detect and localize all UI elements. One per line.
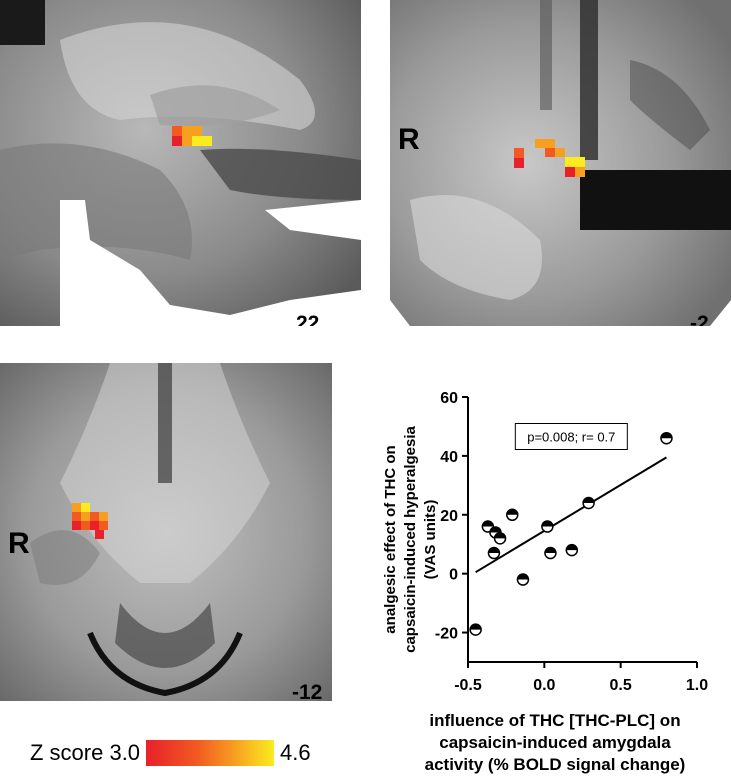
y-axis-label-line: (VAS units) <box>422 500 439 580</box>
y-tick-label: -20 <box>435 626 458 643</box>
data-point <box>506 508 519 522</box>
data-point <box>487 546 501 560</box>
colorbar-label: Z score 3.0 <box>30 740 141 765</box>
x-axis-label: influence of THC [THC-PLC] on capsaicin-i… <box>405 710 705 776</box>
y-tick-label: 40 <box>440 449 458 466</box>
colorbar-max: 4.6 <box>280 740 311 765</box>
axial-brain-slice: R -12 <box>0 363 332 701</box>
coronal-orientation-label: R <box>398 123 420 156</box>
data-point <box>493 532 507 545</box>
y-tick-label: 20 <box>440 508 458 525</box>
data-point <box>582 496 595 510</box>
annotation-text: p=0.008; r= 0.7 <box>527 430 615 445</box>
annotation-box <box>514 423 628 450</box>
chart-axes: -20 0 20 40 60 -0.5 0.0 0.5 1.0 <box>435 390 708 694</box>
x-axis-label-line: influence of THC [THC-PLC] on <box>429 711 681 730</box>
coronal-mri-image <box>390 0 731 326</box>
data-point <box>565 543 579 557</box>
sagittal-slice-number: 22 <box>296 312 320 326</box>
axial-slice-number: -12 <box>292 681 323 701</box>
coronal-slice-number: -2 <box>690 312 709 326</box>
y-axis-label-line: capsaicin-induced hyperalgesia <box>402 425 419 652</box>
data-points-group <box>469 431 673 636</box>
sagittal-brain-slice: 22 <box>0 0 361 326</box>
x-tick-label: 0.0 <box>533 677 555 694</box>
coronal-brain-slice: R -2 <box>390 0 731 326</box>
x-axis-label-line: capsaicin-induced amygdala <box>439 733 671 752</box>
sagittal-mri-image <box>0 0 361 326</box>
colorbar-legend: Z score 3.0 4.6 <box>30 740 311 766</box>
scatter-chart: analgesic effect of THC on capsaicin-indu… <box>382 390 708 694</box>
regression-line <box>475 456 667 574</box>
x-tick-label: -0.5 <box>454 677 482 694</box>
y-tick-label: 0 <box>449 567 458 584</box>
axial-mri-image <box>0 363 332 701</box>
data-point <box>660 431 673 445</box>
x-axis-label-line: activity (% BOLD signal change) <box>424 755 686 774</box>
x-tick-label: 0.5 <box>610 677 632 694</box>
annotation-group: p=0.008; r= 0.7 <box>514 423 628 450</box>
colorbar-gradient <box>146 740 275 766</box>
y-tick-label: 60 <box>440 390 458 407</box>
axial-orientation-label: R <box>8 527 30 560</box>
data-point <box>541 520 554 533</box>
data-point <box>516 573 530 586</box>
y-axis-label-line: analgesic effect of THC on <box>382 445 399 633</box>
regression-line-group <box>475 456 667 574</box>
data-point <box>544 546 557 560</box>
x-tick-label: 1.0 <box>686 677 708 694</box>
y-axis-label: analgesic effect of THC on capsaicin-indu… <box>382 425 439 652</box>
data-point <box>469 623 482 636</box>
